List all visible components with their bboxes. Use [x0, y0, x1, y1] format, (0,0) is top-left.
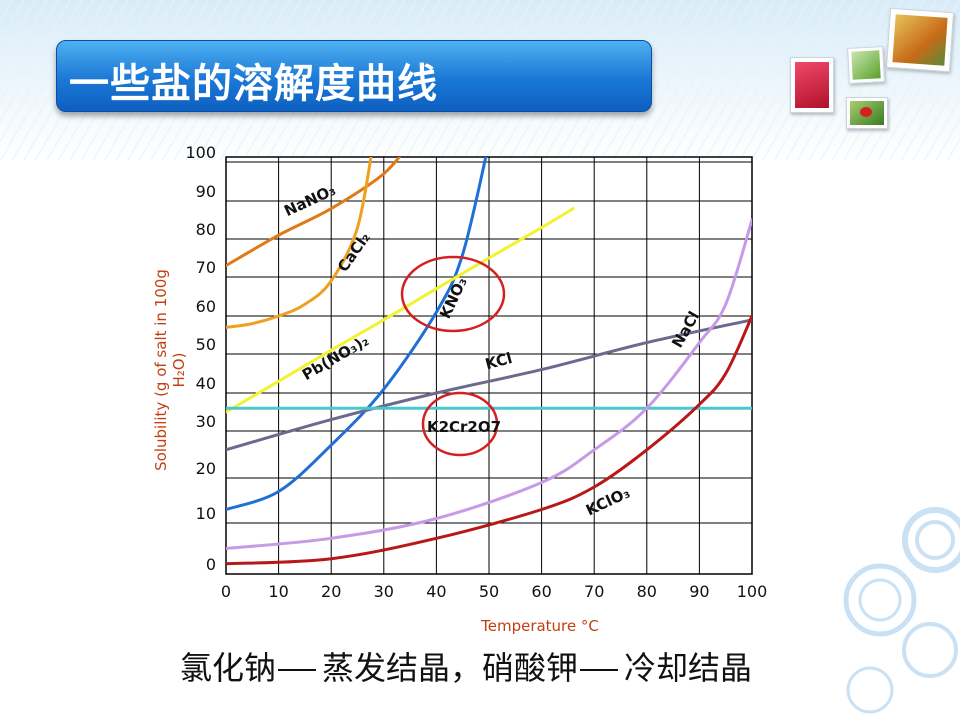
- x-tick-label: 50: [479, 582, 499, 601]
- y-tick-label: 70: [196, 258, 216, 277]
- y-tick-label: 0: [206, 555, 216, 574]
- x-tick-label: 60: [531, 582, 551, 601]
- slide-title: 一些盐的溶解度曲线: [69, 61, 438, 107]
- y-tick-label: 10: [196, 504, 216, 523]
- series-line-1: [226, 157, 373, 329]
- y-tick-label: 100: [185, 143, 216, 162]
- highlight-circle-nacl: [421, 391, 499, 457]
- series-line-0: [226, 157, 402, 268]
- y-tick-label: 20: [196, 459, 216, 478]
- series-group: [226, 157, 752, 566]
- y-tick-label: 40: [196, 374, 216, 393]
- x-tick-label: 20: [321, 582, 341, 601]
- highlight-circle-kno3: [400, 255, 506, 333]
- caption-part-3: 冷却结晶: [624, 649, 753, 687]
- x-tick-label: 10: [268, 582, 288, 601]
- caption-dash-2: [580, 669, 619, 671]
- plot-frame: [225, 156, 753, 575]
- caption-dash-1: [278, 669, 317, 671]
- x-tick-label: 40: [426, 582, 446, 601]
- x-axis-title: Temperature °C: [480, 617, 599, 635]
- y-tick-label: 50: [196, 335, 216, 354]
- caption-part-1: 氯化钠: [180, 649, 277, 687]
- corner-swirl-decoration: [843, 507, 960, 714]
- series-line-4: [226, 318, 752, 452]
- series-line-3: [226, 207, 575, 414]
- x-tick-label: 100: [737, 582, 768, 601]
- x-tick-label: 0: [221, 582, 231, 601]
- title-banner: 一些盐的溶解度曲线: [56, 40, 652, 112]
- x-tick-label: 30: [374, 582, 394, 601]
- decor-photo-ladybug: [846, 97, 888, 129]
- x-tick-label: 90: [689, 582, 709, 601]
- y-tick-label: 30: [196, 412, 216, 431]
- x-tick-label: 70: [584, 582, 604, 601]
- series-line-2: [226, 157, 488, 511]
- series-label-6: K2Cr2O7: [427, 418, 501, 436]
- y-tick-label: 60: [196, 297, 216, 316]
- series-line-7: [226, 314, 752, 566]
- x-tick-label: 80: [637, 582, 657, 601]
- decor-photo-red: [790, 57, 834, 113]
- y-tick-label: 90: [196, 182, 216, 201]
- y-tick-label: 80: [196, 220, 216, 239]
- series-line-6: [226, 218, 752, 550]
- caption-part-2: 蒸发结晶，硝酸钾: [322, 649, 579, 687]
- caption-line: 氯化钠 蒸发结晶，硝酸钾 冷却结晶: [180, 643, 752, 689]
- y-axis-title: Solubility (g of salt in 100gH₂O): [152, 269, 188, 471]
